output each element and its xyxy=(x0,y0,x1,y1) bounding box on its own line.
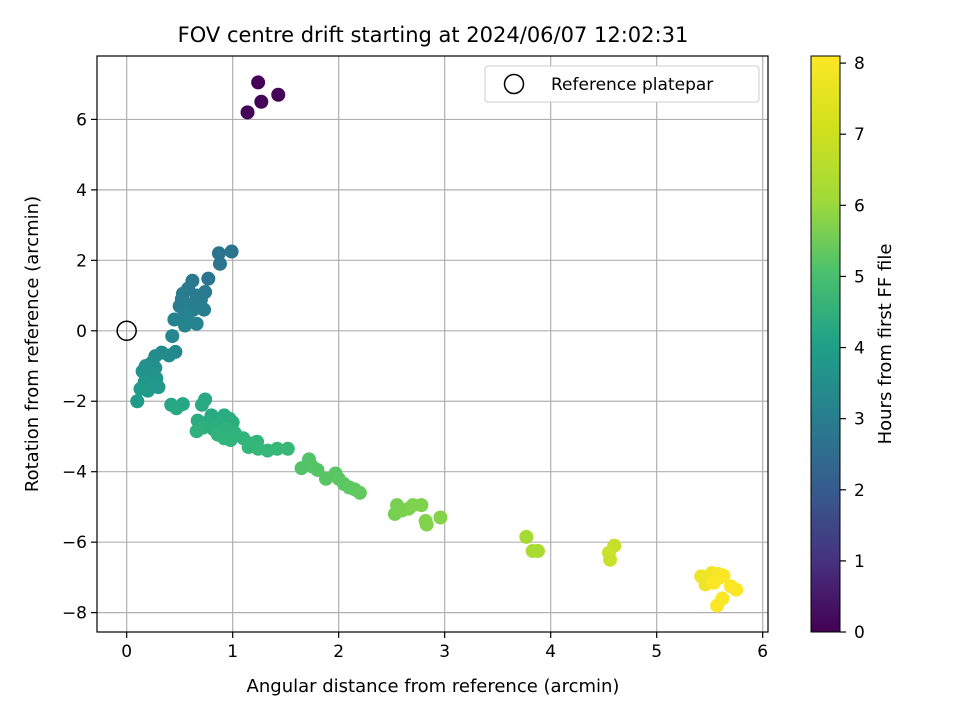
data-point xyxy=(197,302,212,317)
x-axis-ticks: 0 1 2 3 4 5 6 xyxy=(121,632,768,662)
legend-entry-reference-platepar: Reference platepar xyxy=(551,75,713,95)
data-point xyxy=(167,312,182,327)
scatter-points xyxy=(130,75,744,613)
x-tick-label: 6 xyxy=(757,642,768,662)
data-point xyxy=(189,424,204,439)
y-axis-ticks: −8 −6 −4 −2 0 2 4 6 xyxy=(62,110,97,624)
chart-title: FOV centre drift starting at 2024/06/07 … xyxy=(178,23,689,47)
y-axis-label: Rotation from reference (arcmin) xyxy=(22,196,43,492)
legend: Reference platepar xyxy=(484,65,760,103)
y-tick-label: 0 xyxy=(76,322,87,342)
y-tick-label: −6 xyxy=(62,533,87,553)
colorbar-tick-label: 8 xyxy=(854,54,865,74)
data-point xyxy=(201,271,216,286)
colorbar-tick-label: 5 xyxy=(854,267,865,287)
colorbar-ticks: 0 1 2 3 4 5 6 7 8 xyxy=(840,54,865,643)
data-point xyxy=(419,517,434,532)
data-point xyxy=(177,318,192,333)
data-point xyxy=(271,87,286,102)
colorbar-tick-label: 4 xyxy=(854,339,865,359)
y-tick-label: −8 xyxy=(62,604,87,624)
data-point xyxy=(294,461,309,476)
data-point xyxy=(414,498,429,513)
x-tick-label: 2 xyxy=(333,642,344,662)
y-tick-label: 6 xyxy=(76,110,87,130)
data-point xyxy=(603,552,618,567)
data-point xyxy=(165,329,180,344)
data-point xyxy=(310,462,325,477)
data-point xyxy=(130,394,145,409)
reference-platepar-marker xyxy=(116,320,137,342)
x-tick-label: 0 xyxy=(121,642,132,662)
colorbar: 0 1 2 3 4 5 6 7 8 Hours from first FF file xyxy=(810,54,896,643)
data-point xyxy=(223,433,238,447)
colorbar-gradient xyxy=(810,55,841,633)
reference-marker-group xyxy=(116,320,137,342)
data-point xyxy=(240,105,255,120)
data-point xyxy=(352,485,367,500)
data-point xyxy=(729,582,744,597)
data-point xyxy=(169,401,184,416)
grid-lines xyxy=(97,56,768,632)
data-point xyxy=(194,397,209,412)
data-point xyxy=(151,380,166,395)
colorbar-tick-label: 0 xyxy=(854,623,865,643)
data-point xyxy=(254,94,269,109)
y-tick-label: 2 xyxy=(76,251,87,271)
colorbar-tick-label: 7 xyxy=(854,125,865,145)
colorbar-tick-label: 6 xyxy=(854,196,865,216)
data-point xyxy=(270,441,285,456)
plot-frame xyxy=(96,55,769,633)
data-point xyxy=(251,75,266,90)
data-point xyxy=(224,244,239,259)
data-point xyxy=(280,441,295,456)
data-point xyxy=(212,256,227,271)
colorbar-label: Hours from first FF file xyxy=(875,244,896,445)
data-point xyxy=(706,575,721,590)
data-point xyxy=(530,543,545,558)
x-tick-label: 5 xyxy=(651,642,662,662)
data-point xyxy=(433,510,448,525)
x-axis-label: Angular distance from reference (arcmin) xyxy=(247,676,620,697)
y-tick-label: −2 xyxy=(62,392,87,412)
x-tick-label: 3 xyxy=(439,642,450,662)
x-tick-label: 4 xyxy=(545,642,556,662)
y-tick-label: 4 xyxy=(76,181,87,201)
data-point xyxy=(710,598,725,613)
colorbar-tick-label: 2 xyxy=(854,481,865,501)
data-point xyxy=(211,246,226,261)
colorbar-tick-label: 1 xyxy=(854,552,865,572)
data-point xyxy=(716,568,731,583)
data-point xyxy=(519,529,534,544)
y-tick-label: −4 xyxy=(62,463,87,483)
data-point xyxy=(140,383,155,398)
legend-marker-icon xyxy=(503,73,525,95)
colorbar-tick-label: 3 xyxy=(854,410,865,430)
data-point xyxy=(189,316,204,331)
x-tick-label: 1 xyxy=(227,642,238,662)
legend-box xyxy=(484,65,760,103)
